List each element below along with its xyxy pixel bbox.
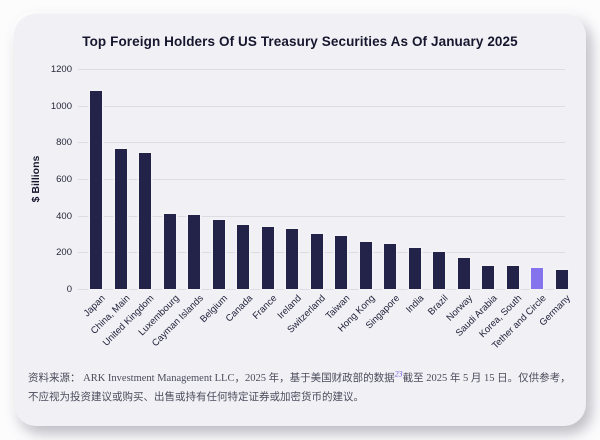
bar-luxembourg — [163, 213, 176, 289]
bar-ireland — [286, 228, 298, 289]
source-footnote: 资料来源： ARK Investment Management LLC，2025… — [28, 370, 576, 408]
bar-belgium — [212, 219, 225, 289]
gridline-y-1000 — [78, 105, 565, 107]
y-tick-label: 1200 — [50, 64, 72, 75]
x-tick-label: India — [403, 293, 427, 316]
x-tick-label: Canada — [223, 293, 255, 325]
gridline-y-600 — [78, 179, 565, 180]
x-tick-label: France — [250, 293, 280, 322]
bar-united-kingdom — [139, 153, 151, 289]
gridline-y-400 — [78, 215, 565, 217]
y-tick-label: 400 — [56, 210, 72, 222]
y-tick-label: 1000 — [50, 100, 72, 112]
y-tick-label: 600 — [56, 174, 72, 185]
gridline-y-0 — [78, 289, 565, 290]
bar-japan — [90, 91, 102, 289]
bar-china-main — [114, 149, 127, 289]
bar-singapore — [384, 243, 396, 289]
bar-tether-and-circle — [531, 268, 543, 289]
gridline-y-800 — [78, 142, 565, 144]
x-axis-labels: Japan China, Main United Kingdom Luxembourg… — [78, 293, 574, 363]
bar-india — [408, 247, 421, 289]
y-tick-label: 800 — [56, 137, 72, 149]
gridline-y-1200 — [78, 69, 565, 70]
footnote-text-2: 截至 2025 年 5 月 15 日。仅供参考，不应视为投资建议或购买、出售或持… — [28, 373, 571, 403]
bar-korea-south — [506, 266, 519, 289]
chart-title: Top Foreign Holders Of US Treasury Secur… — [82, 34, 518, 49]
bar-norway — [457, 257, 470, 289]
bar-france — [261, 227, 274, 289]
bar-cayman-islands — [188, 214, 200, 289]
bar-canada — [237, 224, 249, 289]
bar-taiwan — [335, 235, 347, 289]
y-tick-label: 0 — [66, 284, 72, 295]
y-tick-label: 200 — [56, 247, 72, 259]
bar-hong-kong — [359, 242, 372, 289]
footnote-text-1: 资料来源： ARK Investment Management LLC，2025… — [28, 373, 395, 384]
footnote-reference-link[interactable]: 23 — [394, 369, 403, 379]
bar-saudi-arabia — [482, 265, 494, 289]
bar-brazil — [433, 252, 445, 289]
bar-switzerland — [310, 233, 323, 289]
bar-germany — [555, 269, 568, 289]
plot-area: 0 200 400 600 800 1000 1200 — [51, 64, 568, 295]
chart-card: Top Foreign Holders Of US Treasury Secur… — [14, 14, 586, 426]
